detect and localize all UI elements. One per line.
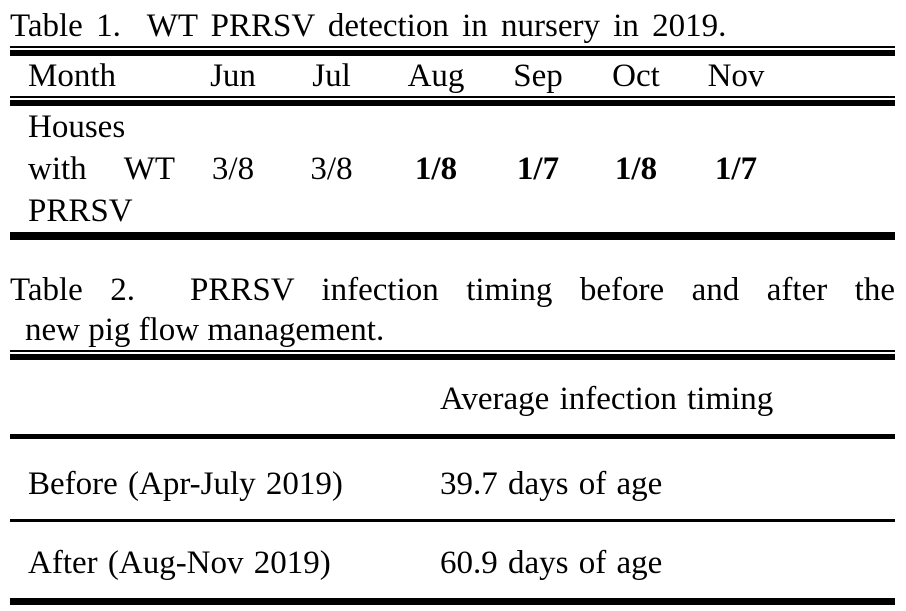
table1-body-filler: [786, 106, 895, 232]
table1-col-header-oct: Oct: [612, 57, 660, 94]
table2-header-row: Average infection timing: [10, 360, 895, 434]
table1-bottom-rule: [10, 232, 895, 240]
table1-row-label-line2: with WT: [28, 148, 185, 190]
table1-value-oct: 1/8: [614, 150, 658, 187]
table2-bottom-rule: [10, 598, 895, 605]
table1-row-label-word-wt: WT: [123, 151, 175, 187]
table1-top-rule: [10, 46, 895, 56]
rule-thin-line: [10, 96, 895, 98]
table1-value-jun: 3/8: [211, 150, 255, 187]
table1-row-label-word-with: with: [28, 151, 87, 187]
table2-caption-line1: Table 2. PRRSV infection timing before a…: [10, 272, 895, 308]
table2-row-before-value: 39.7 days of age: [440, 466, 663, 502]
rule-thin-line: [10, 46, 895, 48]
table1-col-header-aug: Aug: [407, 57, 465, 94]
table1-value-nov: 1/7: [714, 150, 758, 187]
table1-col-header-jun: Jun: [210, 57, 256, 94]
table1-value-jul: 3/8: [310, 150, 353, 187]
rule-thick-line: [10, 50, 895, 56]
table1-header-rule: [10, 96, 895, 106]
table2-row-before-label: Before (Apr-July 2019): [28, 466, 343, 502]
table2-caption-line2: new pig flow management.: [25, 312, 385, 348]
rule-thick-line: [10, 354, 895, 360]
table2-header-empty-cell: [10, 380, 430, 418]
table1-row-label-line1: Houses: [28, 109, 126, 145]
table1-col-header-month: Month: [28, 57, 117, 94]
table2-row-before: Before (Apr-July 2019) 39.7 days of age: [10, 439, 895, 519]
table1-col-header-jul: Jul: [312, 57, 351, 94]
table2-top-rule: [10, 350, 895, 360]
table2-row-after-label: After (Aug-Nov 2019): [28, 545, 331, 581]
rule-thin-line: [10, 350, 895, 352]
table2-row-after: After (Aug-Nov 2019) 60.9 days of age: [10, 522, 895, 598]
table2-mid-rule: [10, 519, 895, 522]
table1-value-sep: 1/7: [516, 150, 560, 187]
rule-thick-line: [10, 100, 895, 106]
table1-caption: Table 1. WT PRRSV detection in nursery i…: [10, 8, 727, 44]
table2-row-after-value: 60.9 days of age: [440, 545, 663, 581]
table1-data-row: Houses with WT PRRSV 3/8 3/8 1/8 1/7 1/8…: [10, 106, 895, 232]
table1-row-label-line3: PRRSV: [28, 193, 133, 229]
table2-header-rule: [10, 434, 895, 439]
table2-col-header-timing: Average infection timing: [440, 381, 774, 417]
table1-col-header-nov: Nov: [707, 57, 765, 94]
table1-header-row: Month Jun Jul Aug Sep Oct Nov: [10, 56, 895, 96]
table2-caption: Table 2. PRRSV infection timing before a…: [10, 270, 895, 350]
table1-col-header-sep: Sep: [513, 57, 563, 94]
table1-value-aug: 1/8: [414, 150, 458, 187]
table1-row-label: Houses with WT PRRSV: [10, 106, 185, 232]
